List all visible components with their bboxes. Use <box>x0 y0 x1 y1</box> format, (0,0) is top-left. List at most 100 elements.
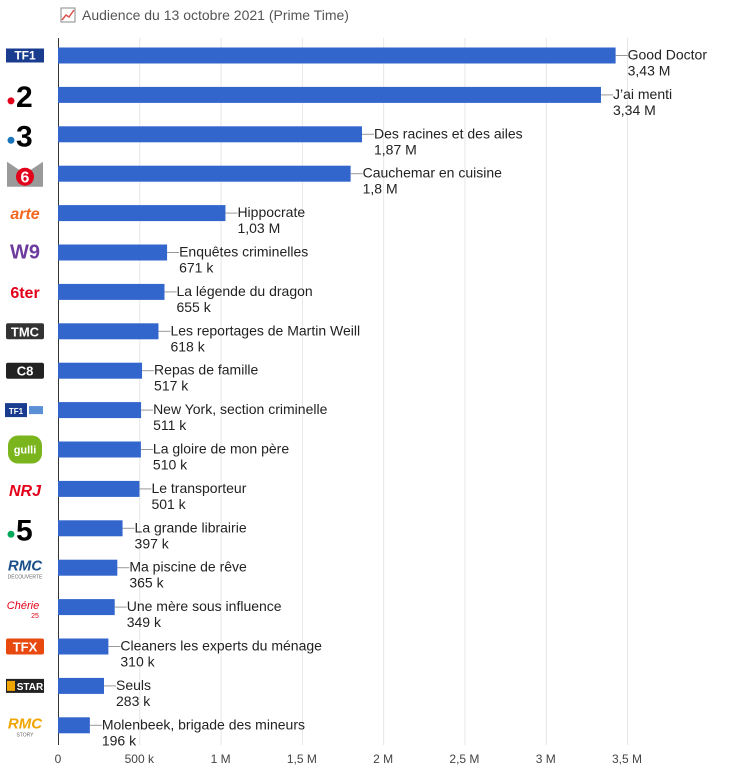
x-tick-label: 1 M <box>211 752 231 766</box>
x-tick-label: 3,5 M <box>612 752 642 766</box>
program-label: Ma piscine de rêve <box>129 559 247 575</box>
svg-text:2: 2 <box>16 81 33 114</box>
x-tick-label: 2 M <box>373 752 393 766</box>
svg-text:3: 3 <box>16 120 33 153</box>
svg-text:6: 6 <box>21 170 30 187</box>
channel-logo-tmc: TMC <box>6 323 44 340</box>
value-label: 618 k <box>170 338 205 354</box>
svg-text:5: 5 <box>16 514 33 547</box>
channel-logo-tf1sf: TF1 <box>5 403 43 418</box>
value-label: 196 k <box>102 732 137 748</box>
program-label: Repas de famille <box>154 362 258 378</box>
svg-text:NRJ: NRJ <box>9 483 42 500</box>
value-label: 397 k <box>135 535 170 551</box>
value-label: 501 k <box>151 496 186 512</box>
bar <box>58 520 123 537</box>
channel-logo-w9: W9 <box>10 242 40 264</box>
channel-logo-france2: 2 <box>7 81 33 114</box>
value-label: 517 k <box>154 378 189 394</box>
channel-logo-france5: 5 <box>7 514 33 547</box>
bar <box>58 480 140 497</box>
channel-logo-arte: arte <box>10 206 39 223</box>
channel-logo-france3: 3 <box>7 120 33 153</box>
program-label: Molenbeek, brigade des mineurs <box>102 716 305 732</box>
channel-logo-cstar: STAR <box>6 678 44 693</box>
svg-text:STAR: STAR <box>17 682 44 693</box>
channel-logo-m6: 6 <box>7 161 43 187</box>
value-label: 1,87 M <box>374 141 417 157</box>
svg-text:gulli: gulli <box>14 445 37 457</box>
chart-title-row: Audience du 13 octobre 2021 (Prime Time) <box>60 6 349 24</box>
value-label: 655 k <box>176 299 211 315</box>
bar <box>58 47 616 64</box>
bar <box>58 677 105 694</box>
program-label: Le transporteur <box>151 480 246 496</box>
value-label: 3,34 M <box>613 102 656 118</box>
x-tick-label: 1,5 M <box>287 752 317 766</box>
bars <box>58 47 616 734</box>
svg-text:C8: C8 <box>17 364 34 379</box>
value-label: 3,43 M <box>628 63 671 79</box>
bar <box>58 205 226 222</box>
bar <box>58 559 118 576</box>
value-label: 365 k <box>129 575 164 591</box>
value-label: 1,03 M <box>237 220 280 236</box>
svg-text:6ter: 6ter <box>10 285 39 302</box>
svg-text:W9: W9 <box>10 242 40 264</box>
svg-text:DÉCOUVERTE: DÉCOUVERTE <box>8 574 43 581</box>
value-label: 1,8 M <box>363 181 398 197</box>
value-label: 283 k <box>116 693 151 709</box>
svg-text:STORY: STORY <box>16 732 34 738</box>
svg-text:TF1: TF1 <box>14 49 36 63</box>
svg-text:TFX: TFX <box>13 640 38 655</box>
program-label: Hippocrate <box>237 204 305 220</box>
channel-logos: TF1236arteW96terTMCC8TF1gulliNRJ5RMCDÉCO… <box>5 48 44 738</box>
chart-title: Audience du 13 octobre 2021 (Prime Time) <box>82 7 349 23</box>
channel-logo-nrj12: NRJ <box>9 483 42 500</box>
svg-text:RMC: RMC <box>8 558 43 575</box>
value-label: 310 k <box>120 654 155 670</box>
bar <box>58 165 351 182</box>
bar <box>58 283 165 300</box>
program-label: New York, section criminelle <box>153 401 328 417</box>
program-label: Cleaners les experts du ménage <box>120 638 322 654</box>
bar <box>58 126 363 143</box>
x-axis: 0 500 k 1 M 1,5 M 2 M 2,5 M 3 M 3,5 M <box>55 752 642 766</box>
bar <box>58 402 142 419</box>
program-label: La grande librairie <box>135 519 247 535</box>
program-label: Seuls <box>116 677 151 693</box>
value-label: 510 k <box>153 457 188 473</box>
channel-logo-tfx: TFX <box>6 638 44 655</box>
bar <box>58 323 159 340</box>
svg-text:Chérie: Chérie <box>7 600 39 612</box>
x-tick-label: 0 <box>55 752 62 766</box>
program-label: J’ai menti <box>613 86 672 102</box>
program-label: Les reportages de Martin Weill <box>170 322 360 338</box>
svg-text:TF1: TF1 <box>9 407 24 416</box>
x-tick-label: 3 M <box>536 752 556 766</box>
svg-text:RMC: RMC <box>8 715 43 732</box>
line-chart-icon <box>60 7 76 23</box>
channel-logo-c8: C8 <box>6 362 44 379</box>
svg-text:TMC: TMC <box>11 324 40 339</box>
bar <box>58 599 115 616</box>
bar <box>58 638 109 655</box>
value-label: 349 k <box>127 614 162 630</box>
bar <box>58 244 168 261</box>
channel-logo-gulli: gulli <box>8 435 42 464</box>
x-tick-label: 500 k <box>125 752 155 766</box>
program-label: Une mère sous influence <box>127 598 282 614</box>
svg-text:25: 25 <box>31 613 39 620</box>
tf1-icon <box>6 48 44 63</box>
gridlines <box>58 38 628 745</box>
value-label: 671 k <box>179 260 214 276</box>
channel-logo-6ter: 6ter <box>10 285 39 302</box>
tf1-icon <box>5 403 27 418</box>
channel-logo-tf1: TF1 <box>6 48 44 63</box>
bar <box>58 441 141 458</box>
bar <box>58 362 143 379</box>
